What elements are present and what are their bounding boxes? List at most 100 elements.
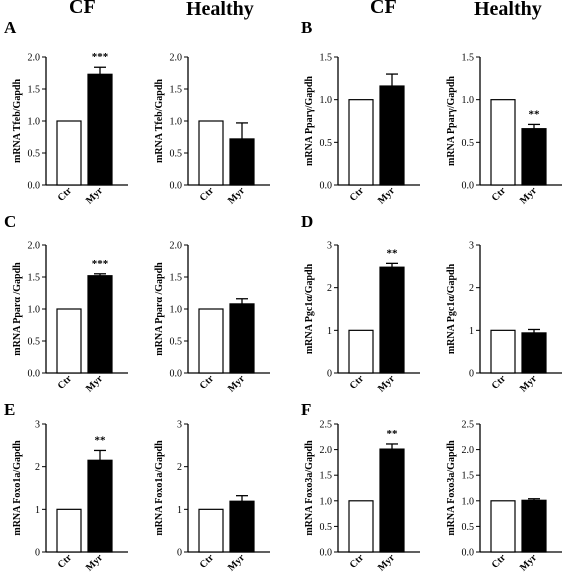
y-tick-label-b-healthy: 0.5 — [462, 138, 475, 149]
bar-ctr-c-healthy — [198, 308, 224, 374]
y-tick-label-f-cf: 2.5 — [320, 420, 333, 431]
x-category-label-e-healthy: Myr — [226, 552, 248, 574]
x-category-label-a-cf: Myr — [84, 185, 106, 207]
y-tick-label-d-cf: 2 — [327, 283, 332, 294]
y-tick-label-a-cf: 0.5 — [28, 149, 41, 160]
y-axis-label-d-healthy: mRNA Pgc1α/Gapdh — [446, 263, 457, 354]
panel-letter-b: B — [301, 18, 313, 37]
y-tick-label-d-healthy: 1 — [469, 326, 474, 337]
x-category-label-c-healthy: Myr — [226, 373, 248, 395]
y-tick-label-f-healthy: 1.5 — [462, 471, 475, 482]
panel-letter-f: F — [301, 400, 312, 419]
x-category-label-e-cf: Myr — [84, 552, 106, 574]
y-tick-label-b-healthy: 1.5 — [462, 53, 475, 64]
x-category-label-b-healthy: Ctr — [490, 185, 509, 204]
y-tick-label-e-healthy: 1 — [177, 505, 182, 516]
x-category-label-d-healthy: Myr — [518, 373, 540, 395]
y-tick-label-b-cf: 1.5 — [320, 53, 333, 64]
bar-ctr-c-cf — [56, 308, 82, 374]
y-tick-label-d-healthy: 2 — [469, 283, 474, 294]
column-header-healthy-right: Healthy — [474, 0, 542, 20]
panel-letter-e: E — [4, 400, 16, 419]
bar-myr-d-healthy — [521, 332, 547, 374]
y-tick-label-c-cf: 2.0 — [28, 241, 41, 252]
x-category-label-c-cf: Ctr — [56, 373, 75, 392]
y-tick-label-c-cf: 1.0 — [28, 305, 41, 316]
bar-ctr-a-cf — [56, 120, 82, 186]
y-tick-label-c-healthy: 1.0 — [170, 305, 183, 316]
y-axis-label-c-healthy: mRNA Pparα /Gapdh — [154, 262, 165, 356]
y-tick-label-f-healthy: 0.0 — [462, 548, 475, 559]
y-tick-label-c-cf: 0.0 — [28, 369, 41, 380]
x-category-label-c-cf: Myr — [84, 373, 106, 395]
y-axis-label-b-healthy: mRNA Pparγ/Gapdh — [446, 76, 457, 166]
bar-myr-a-healthy — [229, 138, 255, 186]
y-tick-label-a-cf: 1.0 — [28, 117, 41, 128]
bar-myr-a-cf — [87, 73, 113, 186]
y-axis-label-f-healthy: mRNA Foxo3a/Gapdh — [446, 440, 457, 536]
x-category-label-b-cf: Myr — [376, 185, 398, 207]
y-tick-label-c-healthy: 0.0 — [170, 369, 183, 380]
y-tick-label-d-healthy: 3 — [469, 241, 474, 252]
y-tick-label-a-healthy: 0.0 — [170, 181, 183, 192]
y-axis-label-a-healthy: mRNA Tfeb/Gapdh — [154, 79, 165, 163]
x-category-label-a-healthy: Myr — [226, 185, 248, 207]
significance-label-a-cf: *** — [92, 51, 109, 63]
x-category-label-a-cf: Ctr — [56, 185, 75, 204]
significance-label-f-cf: ** — [387, 428, 399, 440]
y-tick-label-b-cf: 0.0 — [320, 181, 333, 192]
column-header-cf-left: CF — [69, 0, 96, 18]
y-tick-label-c-cf: 0.5 — [28, 337, 41, 348]
y-tick-label-b-cf: 1.0 — [320, 95, 333, 106]
y-axis-label-d-cf: mRNA Pgc1α/Gapdh — [304, 263, 315, 354]
y-tick-label-f-healthy: 1.0 — [462, 496, 475, 507]
x-category-label-d-cf: Myr — [376, 373, 398, 395]
significance-label-e-cf: ** — [95, 434, 107, 446]
significance-label-d-cf: ** — [387, 247, 399, 259]
column-header-healthy-left: Healthy — [186, 0, 254, 20]
x-category-label-a-healthy: Ctr — [198, 185, 217, 204]
y-tick-label-f-cf: 0.0 — [320, 548, 333, 559]
y-tick-label-a-cf: 2.0 — [28, 53, 41, 64]
y-tick-label-d-cf: 3 — [327, 241, 332, 252]
y-tick-label-c-healthy: 1.5 — [170, 273, 183, 284]
y-tick-label-c-cf: 1.5 — [28, 273, 41, 284]
y-tick-label-b-healthy: 0.0 — [462, 181, 475, 192]
bar-myr-c-healthy — [229, 303, 255, 374]
x-category-label-f-cf: Myr — [376, 552, 398, 574]
bar-myr-b-healthy — [521, 128, 547, 186]
x-category-label-b-healthy: Myr — [518, 185, 540, 207]
x-category-label-f-cf: Ctr — [348, 552, 367, 571]
y-tick-label-a-cf: 0.0 — [28, 181, 41, 192]
bar-myr-c-cf — [87, 275, 113, 374]
x-category-label-b-cf: Ctr — [348, 185, 367, 204]
column-header-cf-right: CF — [370, 0, 397, 18]
bar-ctr-b-cf — [348, 99, 374, 186]
panel-letter-d: D — [301, 212, 314, 231]
panel-letter-c: C — [4, 212, 17, 231]
x-category-label-d-cf: Ctr — [348, 373, 367, 392]
y-tick-label-d-healthy: 0 — [469, 369, 474, 380]
y-tick-label-f-healthy: 2.0 — [462, 445, 475, 456]
x-category-label-f-healthy: Ctr — [490, 552, 509, 571]
bar-ctr-d-cf — [348, 329, 374, 374]
bar-myr-b-cf — [379, 85, 405, 186]
bar-myr-f-cf — [379, 448, 405, 553]
y-tick-label-f-healthy: 2.5 — [462, 420, 475, 431]
bar-myr-f-healthy — [521, 499, 547, 553]
significance-label-b-healthy: ** — [529, 108, 541, 120]
y-tick-label-a-healthy: 2.0 — [170, 53, 183, 64]
x-category-label-f-healthy: Myr — [518, 552, 540, 574]
x-category-label-e-healthy: Ctr — [198, 552, 217, 571]
y-tick-label-c-healthy: 2.0 — [170, 241, 183, 252]
bar-ctr-b-healthy — [490, 99, 516, 186]
y-tick-label-e-healthy: 0 — [177, 548, 182, 559]
y-tick-label-e-cf: 3 — [35, 420, 40, 431]
bar-ctr-a-healthy — [198, 120, 224, 186]
bar-myr-e-healthy — [229, 500, 255, 553]
bar-ctr-f-cf — [348, 500, 374, 553]
panel-letter-a: A — [4, 18, 17, 37]
bar-ctr-f-healthy — [490, 500, 516, 553]
